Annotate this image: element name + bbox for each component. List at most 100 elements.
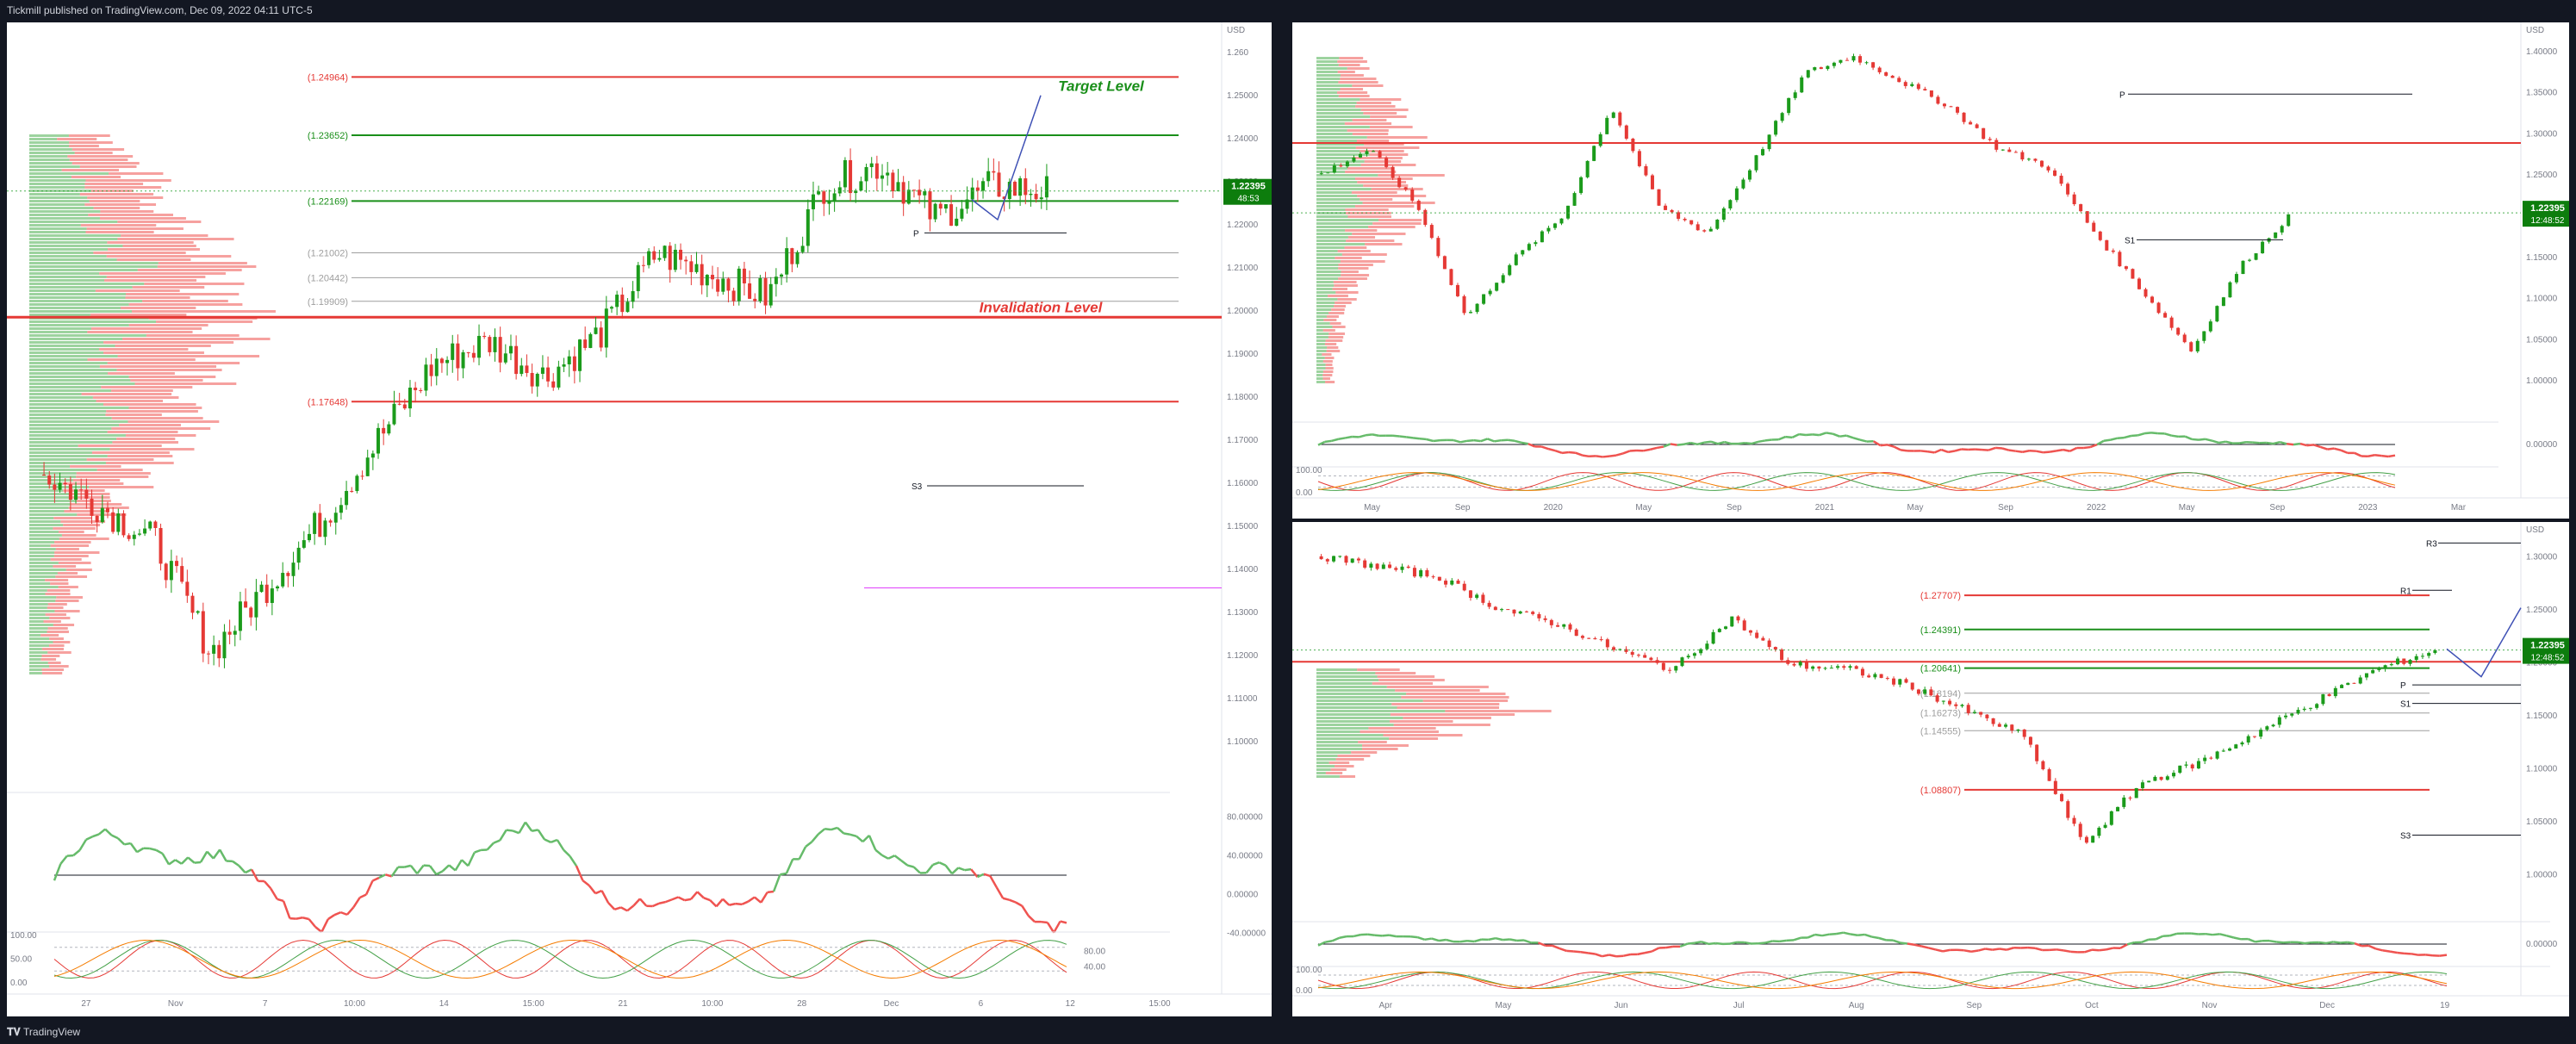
volume-profile-sell [1389,737,1439,740]
osc-segment [932,861,940,867]
candle-body [970,187,974,200]
volume-profile-buy [29,420,128,423]
stoch-tick-label: 100.00 [1296,466,1322,475]
candle-body [148,521,152,529]
volume-profile-sell [41,648,64,650]
candle-body [2252,736,2256,737]
volume-profile-sell [108,372,175,375]
volume-profile-sell [93,207,140,209]
volume-profile-buy [1316,250,1338,252]
candle-body [2302,708,2306,711]
candle-body [843,159,847,188]
osc-segment [2375,948,2384,952]
candle-body [1580,636,1584,638]
right-top-chart-pane[interactable]: USD1.400001.350001.300001.250001.200001.… [1292,22,2569,519]
volume-profile-buy [29,172,109,175]
osc-segment [1935,948,1944,953]
volume-profile-sell [69,141,113,144]
candle-body [1892,678,1896,685]
candle-body [1897,78,1901,83]
candle-body [748,283,752,299]
y-tick-label: 1.05000 [2526,335,2558,345]
right-bottom-chart-pane[interactable]: USD1.300001.250001.200001.150001.100001.… [1292,522,2569,1016]
candle-body [1941,700,1945,702]
volume-profile-buy [29,434,126,437]
osc-segment [2001,447,2010,451]
candle-body [376,427,381,454]
left-chart-pane[interactable]: USD1.2601.250001.240001.230001.220001.21… [7,22,1272,1016]
candle-body [2358,677,2362,684]
volume-profile-buy [1316,88,1341,90]
candle-body [53,484,57,490]
candle-body [1798,662,1802,666]
volume-profile-buy [1316,737,1390,740]
volume-profile-buy [1316,765,1335,767]
volume-profile-sell [1335,765,1354,767]
osc-segment [448,864,457,872]
osc-segment [199,850,208,863]
volume-profile-buy [29,289,96,292]
volume-profile-sell [54,551,100,554]
volume-profile-sell [1371,188,1423,190]
volume-profile-buy [1316,703,1392,705]
candle-body [1537,613,1541,618]
candle-body [2178,765,2182,774]
candle-body [2215,306,2219,322]
osc-tick-label: 40.00000 [1227,852,1263,861]
volume-profile-sell [1328,312,1345,314]
candle-body [874,163,879,179]
volume-profile-sell [1357,668,1400,671]
candle-body [864,166,868,182]
candle-body [1873,674,1877,678]
candle-body [1699,649,1703,654]
volume-profile-sell [81,393,172,395]
volume-profile-sell [1341,253,1387,256]
x-tick-label: Sep [1455,503,1471,513]
osc-segment [1975,448,1982,451]
volume-profile-sell [108,248,200,251]
osc-segment [2368,944,2377,950]
volume-profile-buy [29,506,69,509]
osc-segment [1453,438,1461,444]
volume-profile-sell [67,155,134,158]
candle-body [1437,576,1441,581]
candle-body [217,644,221,659]
candle-body [1611,112,1615,118]
candle-body [2265,726,2269,730]
osc-segment [1547,447,1556,452]
osc-segment [2110,437,2118,441]
x-tick-label: 10:00 [344,999,365,1009]
candle-body [2189,342,2193,351]
osc-segment [1053,920,1061,934]
osc-segment [1495,936,1503,941]
candle-body [2111,250,2115,252]
osc-segment [327,914,335,921]
osc-segment [1507,438,1515,443]
candle-body [508,345,513,354]
candle-body [2010,724,2014,731]
tradingview-logo: 𝐓𝐕 [7,1026,24,1038]
osc-segment [1615,954,1624,958]
osc-segment [1873,440,1882,447]
candle-body [1643,655,1647,658]
volume-profile-buy [29,252,94,254]
candle-body [2039,160,2044,167]
osc-segment [1786,939,1795,942]
candle-body [1686,656,1690,658]
publisher-bar: Tickmill published on TradingView.com, D… [0,0,2576,21]
osc-segment [352,897,361,908]
candle-body [535,373,539,387]
candle-body [1962,112,1966,122]
osc-segment [2155,935,2163,941]
volume-profile-buy [1316,274,1341,277]
volume-profile-buy [29,610,55,612]
volume-profile-buy [1316,160,1365,163]
volume-profile-buy [1316,298,1338,301]
osc-segment [124,842,131,846]
volume-profile-buy [29,382,135,385]
candle-body [880,175,885,179]
candle-body [1543,618,1547,620]
volume-profile-buy [29,241,108,244]
osc-segment [747,896,756,903]
volume-profile-buy [1316,181,1358,183]
